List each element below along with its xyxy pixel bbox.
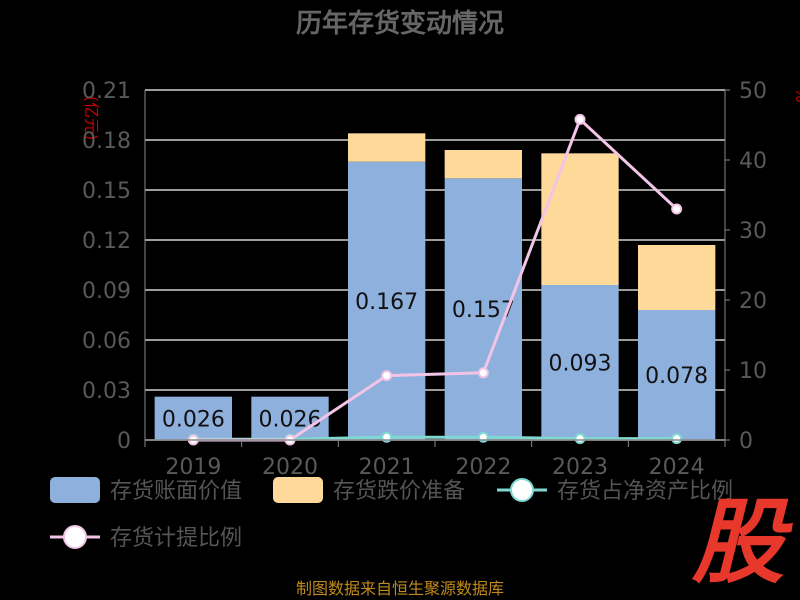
bar-segment (444, 150, 522, 179)
right-axis-unit: % (792, 87, 800, 102)
bar-segment (638, 245, 716, 310)
bar-segment (541, 153, 619, 285)
bar-value-label: 0.157 (452, 298, 515, 323)
axes: 0 0.03 0.06 0.09 0.12 0.15 0.18 0.21 0 10 20 30 40 50… (82, 79, 767, 480)
x-tick-label: 2023 (552, 455, 608, 480)
bar-value-label: 0.093 (549, 352, 612, 377)
bar-value-label: 0.026 (259, 407, 322, 432)
bar-value-label: 0.078 (645, 364, 708, 389)
x-tick-label: 2020 (262, 455, 318, 480)
legend-swatch (273, 477, 323, 503)
bars: 0.026 0.026 0.167 0.157 0.093 0.078 (154, 133, 716, 441)
bar-segment (154, 396, 232, 440)
legend-label: 存货占净资产比例 (557, 479, 733, 504)
legend-marker (510, 478, 534, 502)
x-tick-label: 2019 (165, 455, 221, 480)
left-tick-label: 0.18 (82, 129, 131, 154)
legend-label: 存货计提比例 (110, 526, 242, 551)
series-point (381, 370, 393, 382)
right-tick-label: 20 (739, 289, 767, 314)
series-point (574, 433, 586, 445)
bar-segment (348, 133, 426, 162)
right-tick-label: 0 (739, 429, 753, 454)
left-tick-label: 0.06 (82, 329, 131, 354)
legend-marker (63, 525, 87, 549)
x-tick-label: 2024 (649, 455, 705, 480)
bar-segment (541, 285, 619, 440)
left-tick-label: 0 (117, 429, 131, 454)
x-tick-label: 2022 (455, 455, 511, 480)
chart-title: 历年存货变动情况 (296, 8, 504, 39)
series-point (574, 113, 586, 125)
right-tick-label: 50 (739, 79, 767, 104)
source-note: 制图数据来自恒生聚源数据库 (296, 579, 504, 598)
right-tick-label: 40 (739, 149, 767, 174)
left-tick-label: 0.12 (82, 229, 131, 254)
series-point (671, 433, 683, 445)
x-tick-label: 2021 (359, 455, 415, 480)
left-axis-unit: (亿元) (82, 96, 101, 141)
legend-label: 存货账面价值 (110, 479, 242, 504)
bar-segment (251, 396, 329, 440)
right-tick-label: 10 (739, 359, 767, 384)
right-tick-label: 30 (739, 219, 767, 244)
series-point (671, 203, 683, 215)
legend-swatch (50, 477, 100, 503)
legend-label: 存货跌价准备 (333, 479, 465, 504)
series-point (477, 367, 489, 379)
left-tick-label: 0.21 (82, 79, 131, 104)
left-tick-label: 0.03 (82, 379, 131, 404)
logo-mark: 股 (691, 489, 793, 596)
left-tick-label: 0.15 (82, 179, 131, 204)
left-tick-label: 0.09 (82, 279, 131, 304)
bar-value-label: 0.167 (355, 290, 418, 315)
bar-value-label: 0.026 (162, 407, 225, 432)
bar-segment (638, 310, 716, 440)
